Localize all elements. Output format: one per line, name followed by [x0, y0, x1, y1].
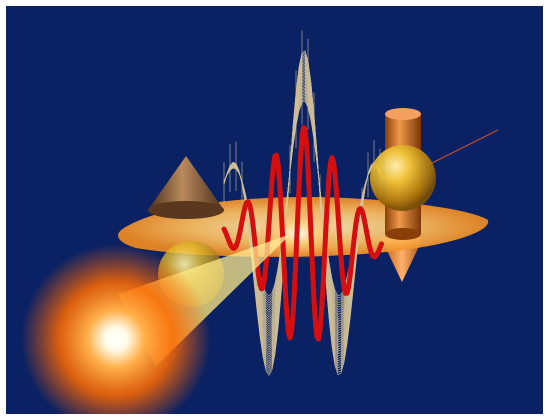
yellow-sphere-right [370, 145, 436, 211]
physics-illustration [6, 6, 543, 414]
brown-cone [148, 156, 224, 219]
illustration-frame [6, 6, 543, 414]
red-wave-pulse [221, 124, 384, 342]
thin-red-line [425, 129, 499, 167]
glowing-light-source [21, 244, 211, 414]
